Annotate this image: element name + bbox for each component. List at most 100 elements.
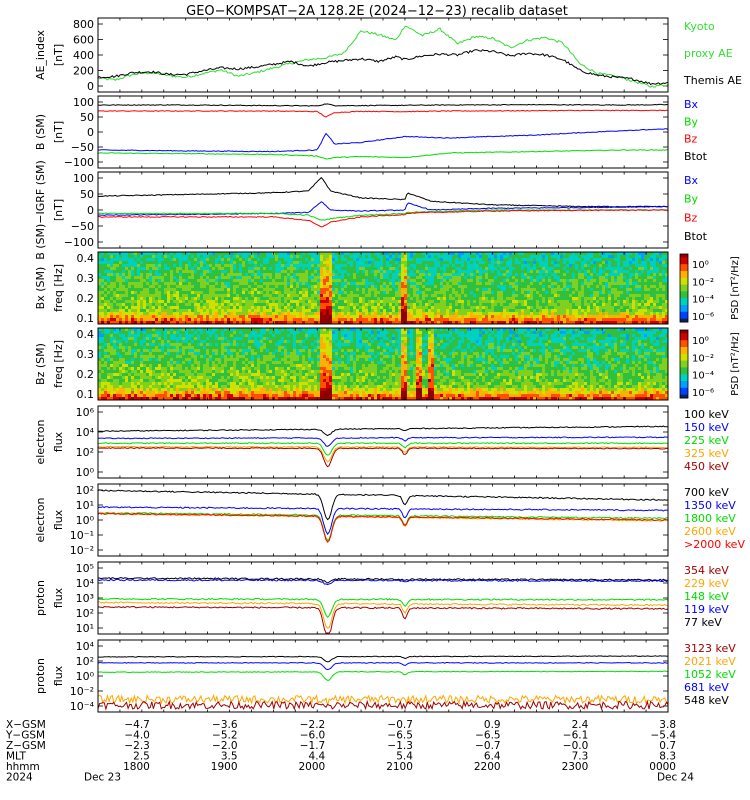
spectrogram-cell (314, 309, 318, 313)
spectrogram-cell (467, 291, 471, 295)
spectrogram-cell (401, 297, 405, 301)
spectrogram-cell (146, 294, 150, 298)
spectrogram-cell (239, 321, 243, 325)
colorbar-cell (680, 276, 688, 279)
spectrogram-cell (293, 315, 297, 319)
spectrogram-cell (617, 321, 621, 325)
spectrogram-cell (182, 306, 186, 310)
spectrogram-cell (152, 288, 156, 292)
spectrogram-cell (578, 318, 582, 322)
spectrogram-cell (407, 285, 411, 289)
spectrogram-cell (494, 270, 498, 274)
spectrogram-cell (494, 285, 498, 289)
spectrogram-cell (167, 297, 171, 301)
spectrogram-cell (230, 282, 234, 286)
spectrogram-cell (620, 294, 624, 298)
spectrogram-cell (638, 288, 642, 292)
spectrogram-cell (353, 294, 357, 298)
spectrogram-cell (371, 264, 375, 268)
spectrogram-cell (158, 288, 162, 292)
spectrogram-cell (239, 270, 243, 274)
spectrogram-cell (335, 267, 339, 271)
spectrogram-cell (167, 252, 171, 256)
spectrogram-cell (527, 264, 531, 268)
spectrogram-cell (266, 318, 270, 322)
spectrogram-cell (200, 309, 204, 313)
spectrogram-cell (299, 321, 303, 325)
spectrogram-cell (584, 258, 588, 262)
spectrogram-cell (248, 300, 252, 304)
spectrogram-cell (488, 303, 492, 307)
spectrogram-cell (368, 297, 372, 301)
spectrogram-cell (470, 267, 474, 271)
spectrogram-cell (551, 261, 555, 265)
spectrogram-cell (281, 300, 285, 304)
spectrogram-cell (662, 303, 666, 307)
spectrogram-cell (230, 291, 234, 295)
spectrogram-cell (140, 306, 144, 310)
spectrogram-cell (458, 294, 462, 298)
spectrogram-cell (458, 273, 462, 277)
spectrogram-cell (260, 303, 264, 307)
spectrogram-cell (203, 273, 207, 277)
spectrogram-cell (524, 252, 528, 256)
spectrogram-cell (266, 321, 270, 325)
spectrogram-cell (296, 315, 300, 319)
spectrogram-cell (263, 285, 267, 289)
spectrogram-cell (656, 321, 660, 325)
spectrogram-cell (221, 252, 225, 256)
spectrogram-cell (314, 285, 318, 289)
spectrogram-cell (503, 282, 507, 286)
spectrogram-cell (167, 309, 171, 313)
spectrogram-cell (311, 273, 315, 277)
spectrogram-cell (176, 252, 180, 256)
spectrogram-cell (203, 306, 207, 310)
spectrogram-cell (371, 306, 375, 310)
spectrogram-cell (224, 309, 228, 313)
spectrogram-cell (215, 258, 219, 262)
spectrogram-cell (224, 258, 228, 262)
spectrogram-cell (302, 258, 306, 262)
spectrogram-cell (620, 309, 624, 313)
spectrogram-cell (599, 255, 603, 259)
spectrogram-cell (620, 252, 624, 256)
spectrogram-cell (599, 258, 603, 262)
spectrogram-cell (212, 309, 216, 313)
spectrogram-cell (653, 264, 657, 268)
spectrogram-cell (476, 252, 480, 256)
spectrogram-cell (341, 282, 345, 286)
spectrogram-cell (131, 288, 135, 292)
spectrogram-cell (548, 273, 552, 277)
spectrogram-cell (641, 315, 645, 319)
spectrogram-cell (350, 312, 354, 316)
spectrogram-cell (455, 300, 459, 304)
spectrogram-cell (158, 282, 162, 286)
spectrogram-cell (374, 282, 378, 286)
spectrogram-cell (302, 315, 306, 319)
spectrogram-cell (254, 309, 258, 313)
spectrogram-cell (536, 297, 540, 301)
spectrogram-cell (191, 267, 195, 271)
spectrogram-cell (119, 300, 123, 304)
spectrogram-cell (593, 315, 597, 319)
spectrogram-cell (449, 270, 453, 274)
spectrogram-cell (491, 309, 495, 313)
spectrogram-cell (242, 285, 246, 289)
spectrogram-cell (227, 297, 231, 301)
spectrogram-cell (422, 255, 426, 259)
spectrogram-cell (662, 261, 666, 265)
spectrogram-cell (425, 273, 429, 277)
spectrogram-cell (635, 276, 639, 280)
spectrogram-cell (521, 276, 525, 280)
spectrogram-cell (374, 294, 378, 298)
spectrogram-cell (392, 306, 396, 310)
spectrogram-cell (149, 315, 153, 319)
spectrogram-cell (503, 252, 507, 256)
spectrogram-cell (542, 297, 546, 301)
spectrogram-cell (167, 273, 171, 277)
spectrogram-cell (602, 279, 606, 283)
spectrogram-cell (500, 255, 504, 259)
spectrogram-cell (239, 294, 243, 298)
spectrogram-cell (185, 267, 189, 271)
spectrogram-cell (260, 318, 264, 322)
